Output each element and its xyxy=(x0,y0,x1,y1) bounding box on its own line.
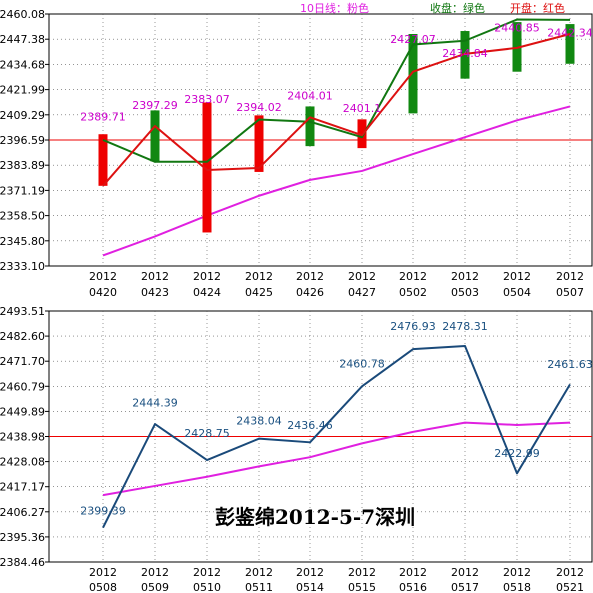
top-candle xyxy=(151,110,160,161)
bottom-xtick-date: 0509 xyxy=(141,581,169,593)
top-ytick-label: 2383.89 xyxy=(0,159,45,172)
top-ytick-label: 2421.99 xyxy=(0,84,45,97)
top-xtick-date: 0425 xyxy=(245,286,273,299)
bottom-xtick-year: 2012 xyxy=(296,566,324,579)
bottom-xtick-year: 2012 xyxy=(141,566,169,579)
top-xtick-year: 2012 xyxy=(451,270,479,283)
bottom-value-label: 2422.99 xyxy=(494,447,540,460)
top-xtick-year: 2012 xyxy=(503,270,531,283)
bottom-xtick-date: 0508 xyxy=(89,581,117,593)
bottom-value-label: 2438.04 xyxy=(236,414,282,427)
bottom-ytick-label: 2438.98 xyxy=(0,431,45,444)
top-xtick-date: 0424 xyxy=(193,286,221,299)
top-value-label: 2397.29 xyxy=(132,99,178,112)
bottom-xtick-date: 0510 xyxy=(193,581,221,593)
bottom-value-label: 2476.93 xyxy=(390,320,436,333)
bottom-value-label: 2444.39 xyxy=(132,397,178,410)
bottom-value-label: 2428.75 xyxy=(184,427,230,440)
top-ytick-label: 2434.68 xyxy=(0,58,45,71)
top-ytick-label: 2333.10 xyxy=(0,260,45,273)
bottom-xtick-year: 2012 xyxy=(503,566,531,579)
bottom-xtick-date: 0511 xyxy=(245,581,273,593)
bottom-ytick-label: 2460.79 xyxy=(0,380,45,393)
author-signature: 彭鉴绵2012-5-7深圳 xyxy=(215,505,415,529)
bottom-ytick-label: 2395.36 xyxy=(0,531,45,544)
top-xtick-date: 0423 xyxy=(141,286,169,299)
bottom-ytick-label: 2471.70 xyxy=(0,355,45,368)
legend-open: 开盘：红色 xyxy=(510,1,565,15)
top-value-label: 2442.34 xyxy=(547,27,593,40)
top-xtick-date: 0426 xyxy=(296,286,324,299)
top-value-label: 2404.01 xyxy=(287,89,333,102)
bottom-xtick-date: 0514 xyxy=(296,581,324,593)
bottom-xtick-date: 0515 xyxy=(348,581,376,593)
bottom-xtick-date: 0517 xyxy=(451,581,479,593)
top-xtick-year: 2012 xyxy=(556,270,584,283)
top-xtick-year: 2012 xyxy=(89,270,117,283)
bottom-ytick-label: 2417.17 xyxy=(0,481,45,494)
bottom-value-label: 2399.39 xyxy=(80,505,126,518)
top-xtick-date: 0502 xyxy=(399,286,427,299)
top-candle xyxy=(306,106,315,146)
bottom-ytick-label: 2493.51 xyxy=(0,305,45,318)
legend-close: 收盘：绿色 xyxy=(430,1,485,15)
legend-ma10: 10日线：粉色 xyxy=(300,1,369,15)
bottom-ytick-label: 2482.60 xyxy=(0,330,45,343)
top-ytick-label: 2358.50 xyxy=(0,210,45,223)
bottom-xtick-year: 2012 xyxy=(245,566,273,579)
top-ytick-label: 2396.59 xyxy=(0,134,45,147)
top-ytick-label: 2460.08 xyxy=(0,8,45,21)
bottom-xtick-year: 2012 xyxy=(348,566,376,579)
top-xtick-date: 0507 xyxy=(556,286,584,299)
bottom-value-label: 2461.63 xyxy=(547,358,593,371)
bottom-ytick-label: 2449.89 xyxy=(0,405,45,418)
bottom-xtick-date: 0521 xyxy=(556,581,584,593)
top-ytick-label: 2345.80 xyxy=(0,235,45,248)
bottom-value-label: 2460.78 xyxy=(339,357,385,370)
top-ytick-label: 2371.19 xyxy=(0,184,45,197)
top-ytick-label: 2447.38 xyxy=(0,33,45,46)
top-xtick-year: 2012 xyxy=(348,270,376,283)
top-value-label: 2401.1 xyxy=(343,102,382,115)
top-xtick-date: 0420 xyxy=(89,286,117,299)
bottom-value-label: 2436.46 xyxy=(287,419,333,432)
top-xtick-year: 2012 xyxy=(141,270,169,283)
top-xtick-date: 0504 xyxy=(503,286,531,299)
top-xtick-date: 0427 xyxy=(348,286,376,299)
top-value-label: 2434.84 xyxy=(442,47,488,60)
top-xtick-year: 2012 xyxy=(245,270,273,283)
bottom-xtick-year: 2012 xyxy=(556,566,584,579)
top-value-label: 2427.07 xyxy=(390,33,436,46)
bottom-ytick-label: 2428.08 xyxy=(0,456,45,469)
bottom-xtick-year: 2012 xyxy=(451,566,479,579)
top-xtick-date: 0503 xyxy=(451,286,479,299)
top-xtick-year: 2012 xyxy=(193,270,221,283)
top-xtick-year: 2012 xyxy=(296,270,324,283)
bottom-xtick-year: 2012 xyxy=(89,566,117,579)
bottom-value-label: 2478.31 xyxy=(442,320,488,333)
top-value-label: 2383.07 xyxy=(184,93,230,106)
top-value-label: 2389.71 xyxy=(80,110,126,123)
bottom-ytick-label: 2384.46 xyxy=(0,556,45,569)
top-value-label: 2440.85 xyxy=(494,21,540,34)
top-ytick-label: 2409.29 xyxy=(0,109,45,122)
bottom-xtick-date: 0518 xyxy=(503,581,531,593)
top-value-label: 2394.02 xyxy=(236,101,282,114)
bottom-xtick-date: 0516 xyxy=(399,581,427,593)
bottom-ytick-label: 2406.27 xyxy=(0,506,45,519)
bottom-xtick-year: 2012 xyxy=(399,566,427,579)
top-xtick-year: 2012 xyxy=(399,270,427,283)
bottom-xtick-year: 2012 xyxy=(193,566,221,579)
